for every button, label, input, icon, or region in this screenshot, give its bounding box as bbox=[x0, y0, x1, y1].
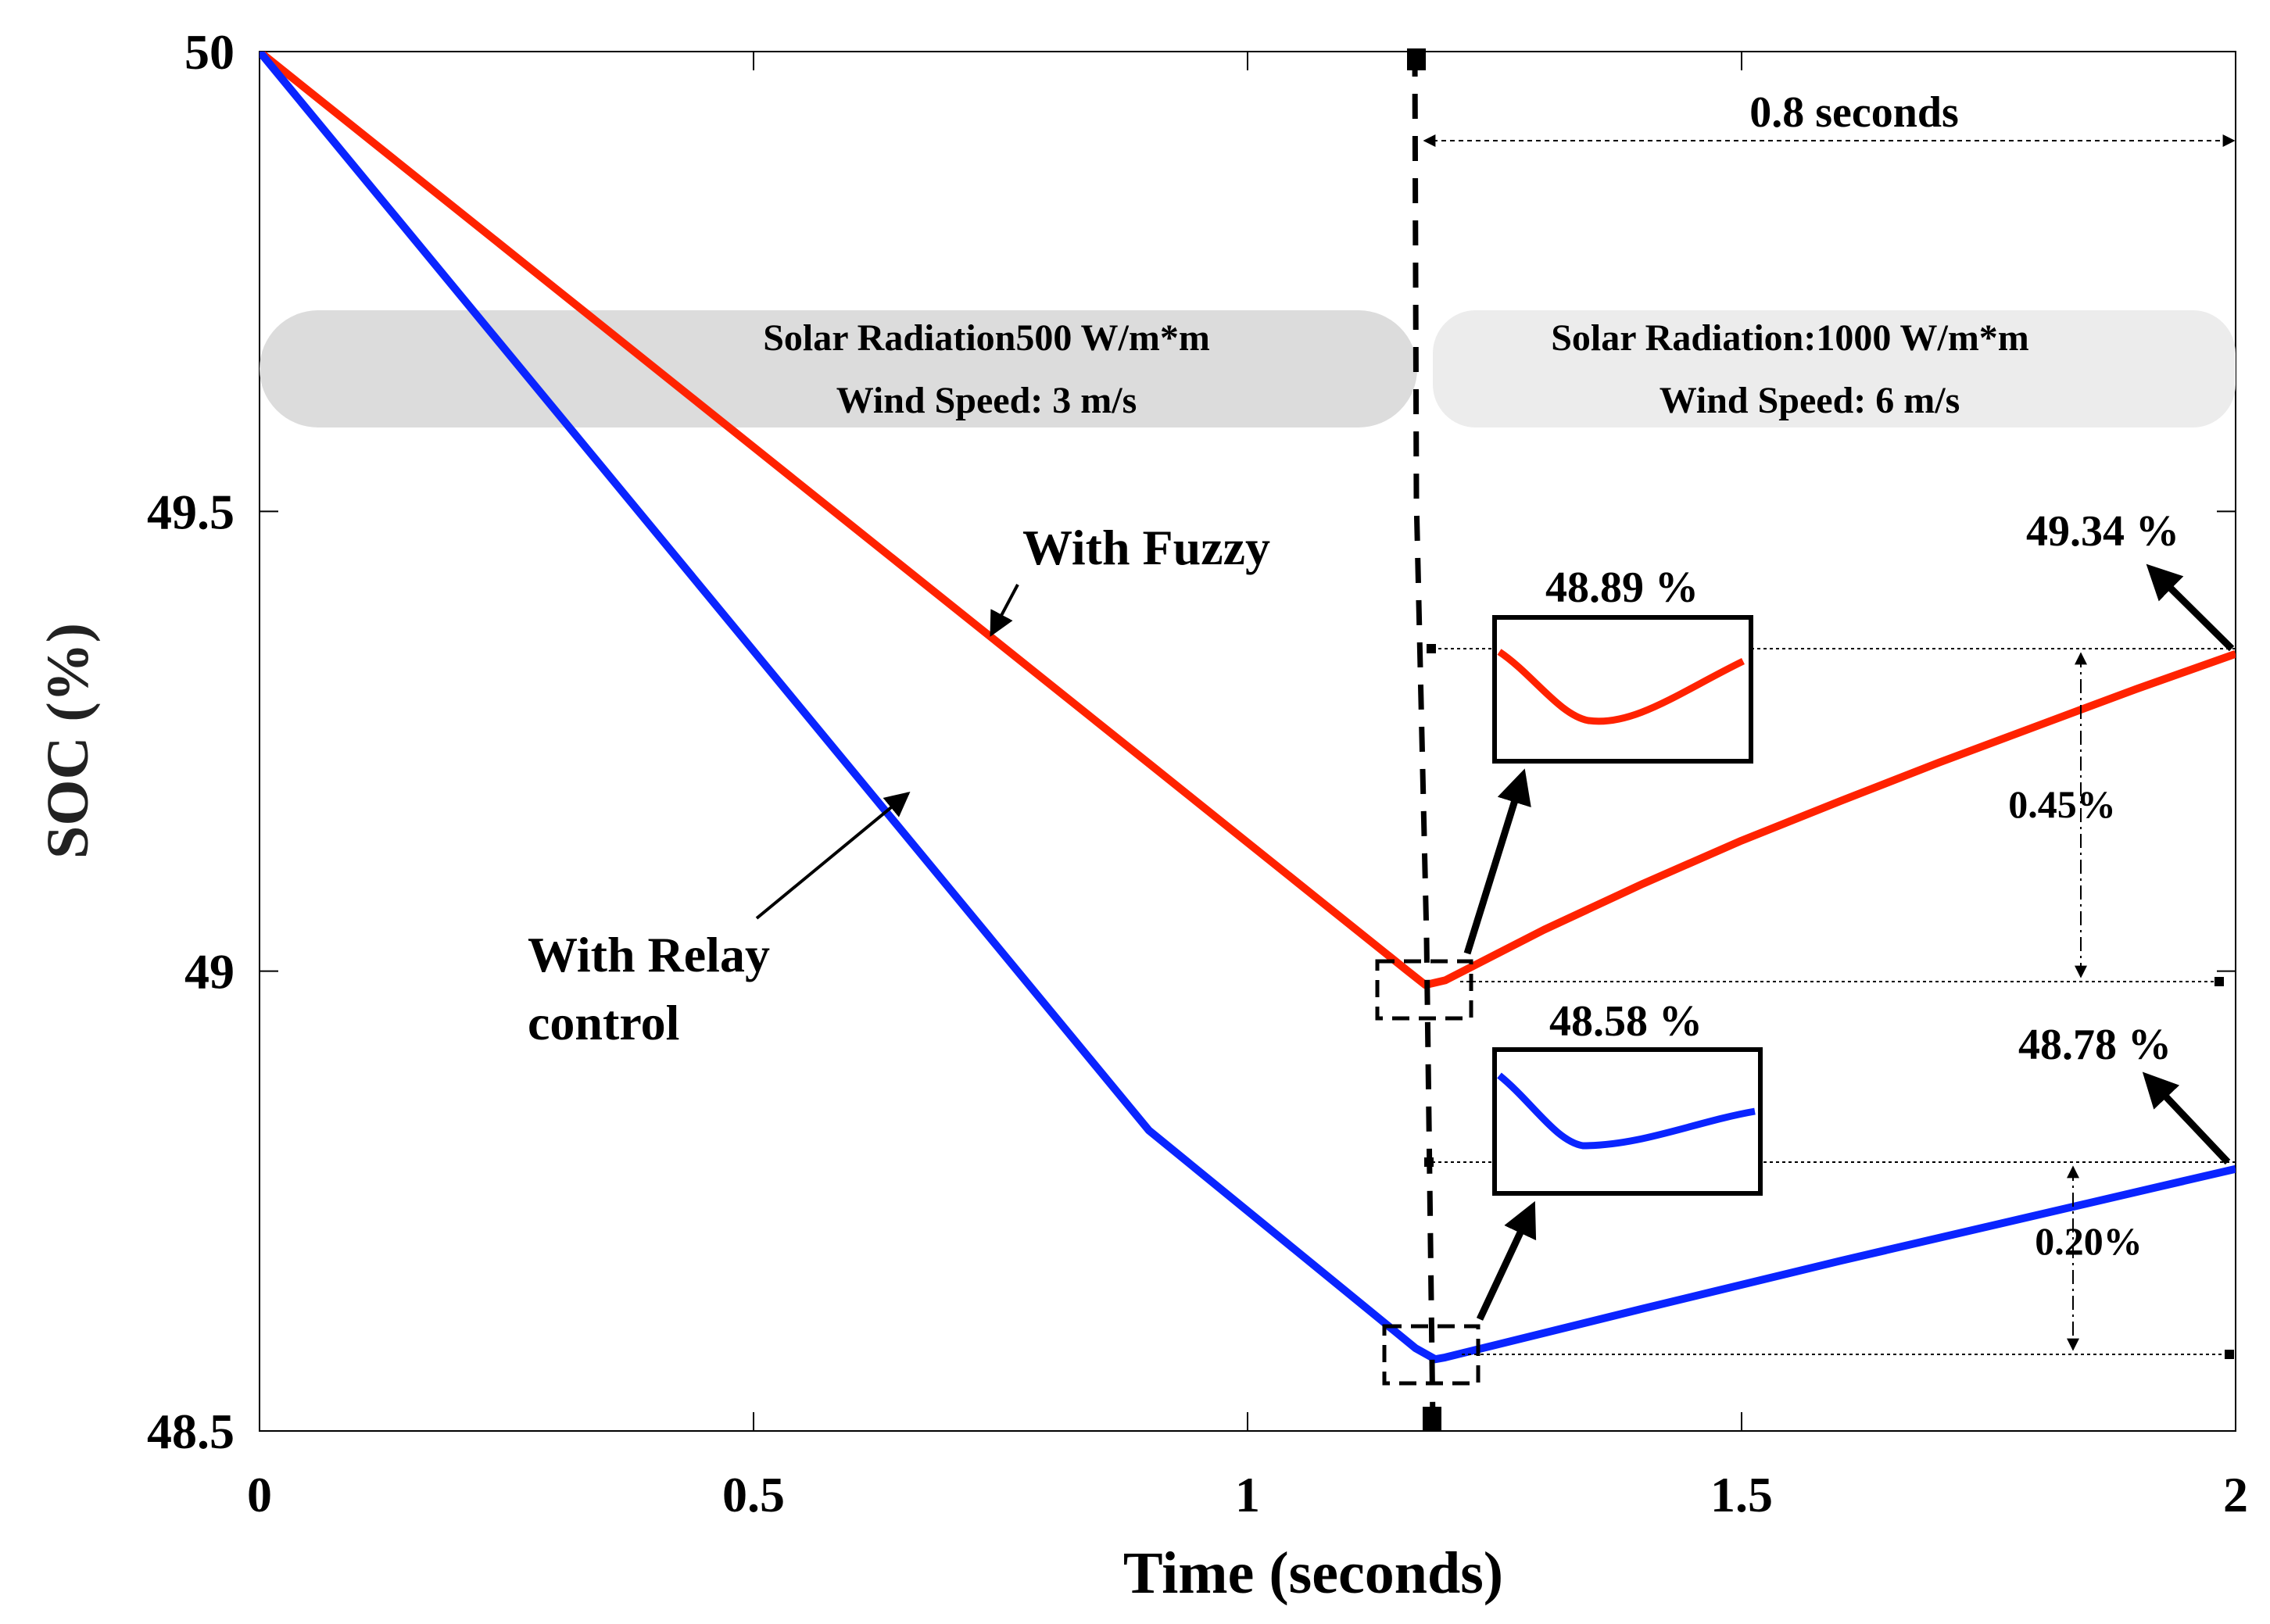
series-line-fuzzy bbox=[260, 52, 2236, 989]
x-tick-label: 2 bbox=[2223, 1467, 2248, 1522]
fuzzy-min-zoom-region bbox=[1375, 959, 1473, 1021]
relay-end-label: 48.78 % bbox=[2018, 1021, 2172, 1069]
condition-band-2: Solar Radiation:1000 W/m*m Wind Speed: 6… bbox=[1433, 310, 2236, 427]
fuzzy-end-label: 49.34 % bbox=[2026, 507, 2179, 556]
x-axis-label: Time (seconds) bbox=[1123, 1540, 1503, 1606]
axis-ticks: 0 0.5 1 1.5 2 48.5 49 49.5 50 bbox=[147, 24, 2248, 1522]
band2-wind: Wind Speed: 6 m/s bbox=[1660, 380, 1960, 421]
relay-rise-dimension: 0.20% bbox=[2035, 1165, 2143, 1351]
relay-min-label: 48.58 % bbox=[1549, 997, 1702, 1046]
y-axis-label: SOC (%) bbox=[35, 623, 101, 859]
x-tick-label: 1 bbox=[1235, 1467, 1260, 1522]
x-tick-label: 1.5 bbox=[1710, 1467, 1773, 1522]
reference-end-markers bbox=[1424, 644, 2234, 1359]
relay-min-inset: 48.58 % bbox=[1492, 997, 1763, 1196]
band1-radiation: Solar Radiation500 W/m*m bbox=[763, 317, 1210, 359]
relay-series-label-line1: With Relay bbox=[528, 927, 770, 982]
relay-min-zoom-region bbox=[1382, 1324, 1481, 1386]
series-line-relay bbox=[260, 52, 2236, 1364]
plot-frame bbox=[259, 51, 2236, 1432]
x-tick-label: 0.5 bbox=[722, 1467, 785, 1522]
y-tick-label: 48.5 bbox=[147, 1404, 235, 1459]
callout-arrows bbox=[1463, 563, 2235, 1321]
y-tick-label: 49.5 bbox=[147, 484, 235, 539]
fuzzy-rise-dimension: 0.45% bbox=[2008, 652, 2116, 978]
fuzzy-min-inset: 48.89 % bbox=[1492, 563, 1753, 764]
duration-span: 0.8 seconds bbox=[1423, 88, 2236, 147]
y-tick-label: 50 bbox=[184, 24, 235, 80]
band1-wind: Wind Speed: 3 m/s bbox=[836, 380, 1137, 421]
fuzzy-rise-label: 0.45% bbox=[2008, 782, 2116, 826]
relay-series-label-line2: control bbox=[528, 995, 679, 1050]
relay-rise-label: 0.20% bbox=[2035, 1219, 2143, 1263]
duration-label: 0.8 seconds bbox=[1749, 88, 1959, 137]
relay-callout: With Relay control bbox=[528, 791, 911, 1050]
fuzzy-callout: With Fuzzy bbox=[990, 520, 1270, 637]
y-tick-label: 49 bbox=[184, 944, 235, 1000]
x-tick-label: 0 bbox=[247, 1467, 272, 1522]
fuzzy-series-label: With Fuzzy bbox=[1022, 520, 1270, 575]
condition-band-1: Solar Radiation500 W/m*m Wind Speed: 3 m… bbox=[260, 310, 1417, 427]
step-marker bbox=[1407, 48, 1441, 1430]
band2-radiation: Solar Radiation:1000 W/m*m bbox=[1551, 317, 2029, 359]
fuzzy-min-label: 48.89 % bbox=[1545, 563, 1699, 612]
